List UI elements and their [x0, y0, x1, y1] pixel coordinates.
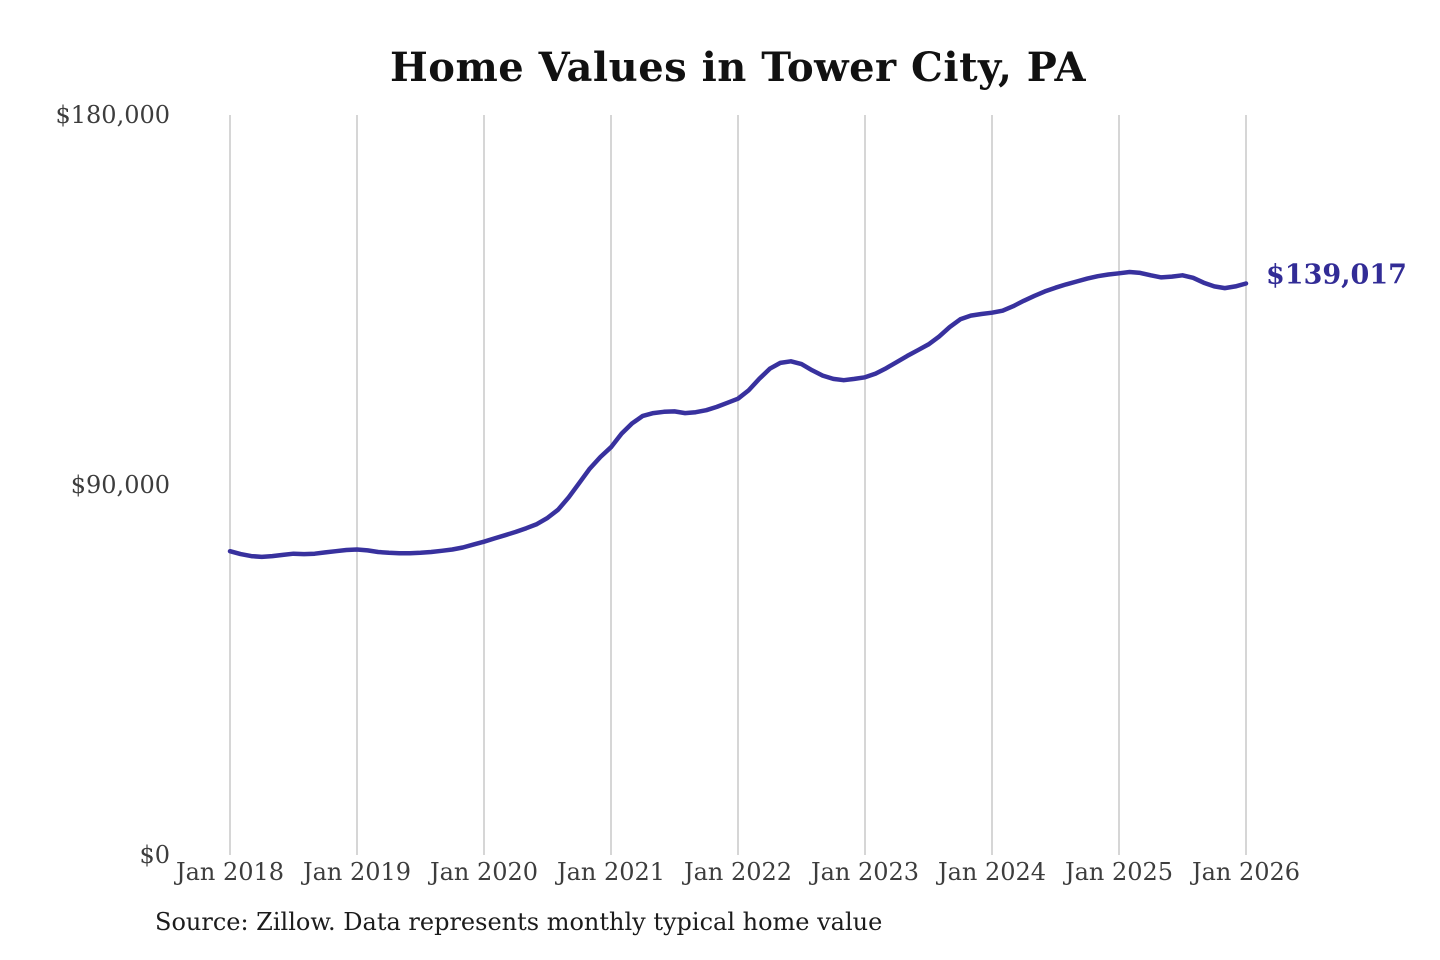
- home-value-line: [227, 269, 1249, 560]
- source-note: Source: Zillow. Data represents monthly …: [155, 908, 883, 936]
- x-axis-label: Jan 2019: [302, 858, 412, 886]
- y-axis-label: $0: [139, 841, 170, 869]
- x-axis-label: Jan 2018: [175, 858, 285, 886]
- x-axis-label: Jan 2020: [429, 858, 539, 886]
- latest-value-label: $139,017: [1266, 259, 1407, 291]
- x-axis-label: Jan 2022: [683, 858, 793, 886]
- chart-title: Home Values in Tower City, PA: [389, 44, 1087, 91]
- x-axis-label: Jan 2021: [556, 858, 666, 886]
- x-axis-label: Jan 2025: [1064, 858, 1174, 886]
- x-axis-label: Jan 2026: [1191, 858, 1301, 886]
- y-axis-label: $90,000: [70, 471, 170, 499]
- y-axis-label: $180,000: [55, 101, 170, 129]
- x-axis-label: Jan 2023: [810, 858, 920, 886]
- x-axis-label: Jan 2024: [937, 858, 1047, 886]
